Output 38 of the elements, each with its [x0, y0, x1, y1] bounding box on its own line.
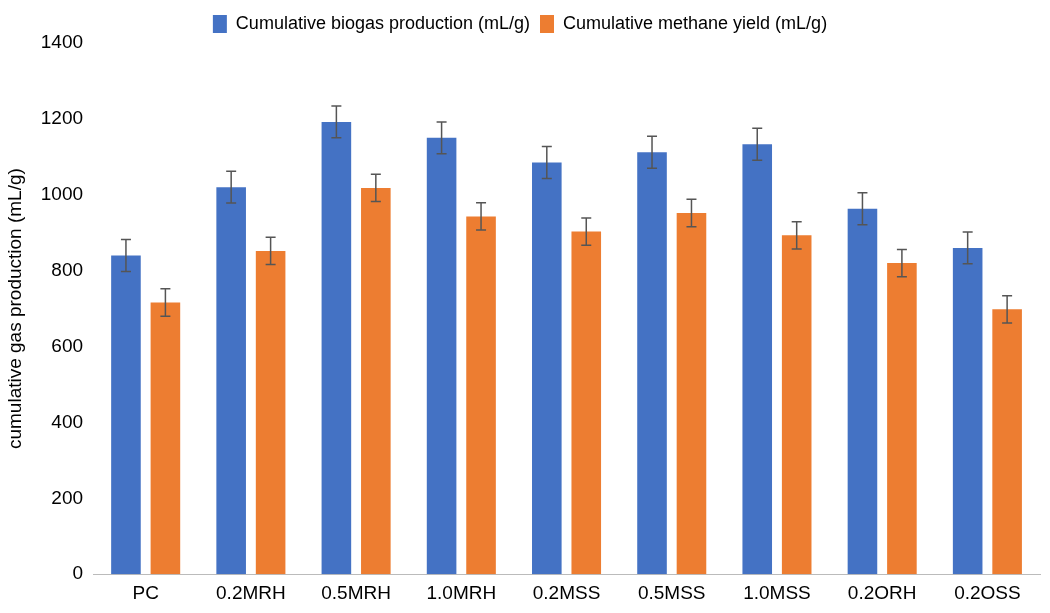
legend-label: Cumulative methane yield (mL/g)	[563, 12, 828, 33]
legend-label: Cumulative biogas production (mL/g)	[235, 12, 531, 33]
x-tick-label: 0.2MSS	[532, 581, 601, 603]
bar	[637, 152, 667, 575]
x-tick-label: 0.2OSS	[954, 581, 1021, 603]
bar	[742, 144, 773, 575]
bar	[216, 187, 246, 575]
y-tick-label: 800	[51, 258, 84, 280]
y-tick-label: 200	[51, 486, 84, 508]
bar	[952, 247, 983, 575]
bar	[781, 235, 812, 575]
bar	[887, 263, 917, 575]
x-tick-label: PC	[132, 581, 159, 603]
x-tick-label: 1.0MRH	[426, 581, 497, 603]
bar	[992, 309, 1022, 575]
x-tick-label: 0.5MRH	[321, 581, 391, 603]
x-tick-label: 1.0MSS	[743, 581, 811, 603]
bar	[466, 216, 496, 575]
y-tick-label: 1200	[40, 107, 84, 129]
bar	[676, 212, 707, 575]
y-tick-label: 1000	[40, 183, 84, 205]
y-tick-label: 1400	[40, 31, 84, 53]
bar	[571, 231, 602, 575]
bar	[361, 187, 391, 575]
bar	[255, 250, 286, 575]
x-tick-label: 0.2ORH	[847, 581, 917, 603]
y-tick-label: 600	[51, 334, 84, 356]
y-axis-title: cumulative gas production (mL/g)	[3, 168, 25, 450]
x-tick-label: 0.5MSS	[637, 581, 706, 603]
bar	[426, 137, 457, 575]
y-tick-label: 0	[72, 562, 84, 584]
bar	[532, 162, 562, 575]
bar	[111, 255, 141, 575]
x-tick-label: 0.2MRH	[216, 581, 286, 603]
bar	[321, 121, 352, 575]
bar	[150, 302, 181, 575]
bar	[847, 208, 878, 575]
y-tick-label: 400	[51, 410, 84, 432]
